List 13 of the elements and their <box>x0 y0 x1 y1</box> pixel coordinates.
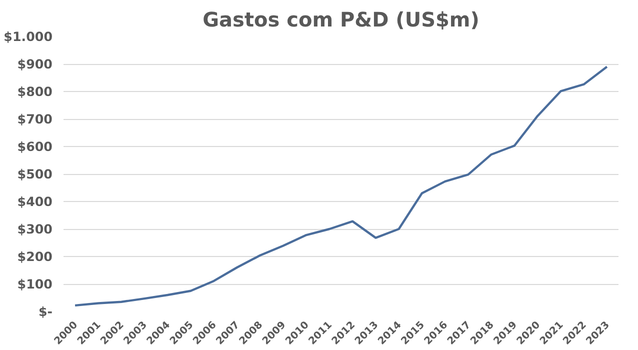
y-tick-label: $200 <box>17 249 53 264</box>
y-tick-label: $800 <box>17 84 53 99</box>
y-tick-label: $- <box>38 304 53 319</box>
y-tick-label: $100 <box>17 276 53 292</box>
y-tick-label: $1.000 <box>4 29 53 44</box>
chart-title: Gastos com P&D (US$m) <box>202 8 480 32</box>
y-tick-label: $700 <box>17 112 53 126</box>
y-tick-label: $900 <box>17 56 53 72</box>
y-tick-label: $300 <box>17 222 53 236</box>
y-tick-label: $600 <box>17 139 53 154</box>
y-tick-label: $400 <box>17 194 53 209</box>
y-tick-label: $500 <box>17 166 53 182</box>
line-series <box>74 66 608 307</box>
